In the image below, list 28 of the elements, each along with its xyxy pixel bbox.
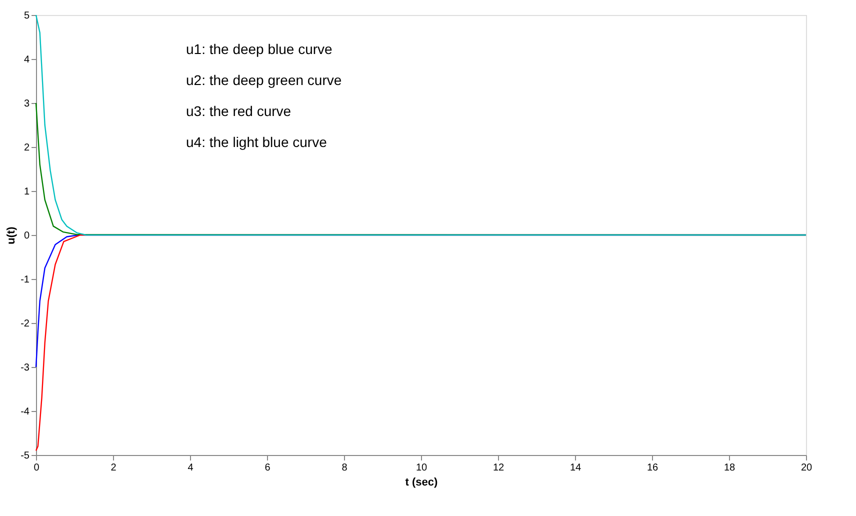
y-tick-label: 3 [24, 98, 30, 110]
x-tick-label: 12 [492, 462, 504, 474]
x-axis-title: t (sec) [405, 476, 438, 488]
x-tick-label: 16 [646, 462, 658, 474]
annotation: u2: the deep green curve [186, 72, 342, 88]
x-tick-label: 2 [110, 462, 117, 474]
y-tick-label: 5 [24, 10, 30, 22]
y-tick-label: -2 [20, 318, 30, 330]
x-tick-label: 18 [724, 462, 736, 474]
x-tick-label: 14 [570, 462, 582, 474]
x-tick-label: 0 [34, 462, 40, 474]
y-tick-label: 0 [24, 230, 30, 242]
y-tick-label: -4 [20, 406, 30, 418]
annotation: u4: the light blue curve [186, 134, 328, 150]
x-tick-label: 4 [188, 462, 194, 474]
x-tick-label: 6 [264, 462, 271, 474]
y-tick-label: 4 [24, 54, 30, 66]
y-tick-label: 1 [24, 186, 30, 198]
y-tick-label: 2 [24, 142, 30, 154]
x-tick-label: 10 [416, 462, 428, 474]
annotation: u1: the deep blue curve [186, 41, 333, 57]
y-tick-label: -5 [20, 450, 30, 462]
annotation: u3: the red curve [186, 103, 292, 119]
y-tick-label: -3 [20, 362, 30, 374]
y-axis-title: u(t) [6, 226, 18, 244]
x-tick-label: 8 [342, 462, 348, 474]
y-tick-label: -1 [20, 274, 30, 286]
x-tick-label: 20 [800, 462, 812, 474]
